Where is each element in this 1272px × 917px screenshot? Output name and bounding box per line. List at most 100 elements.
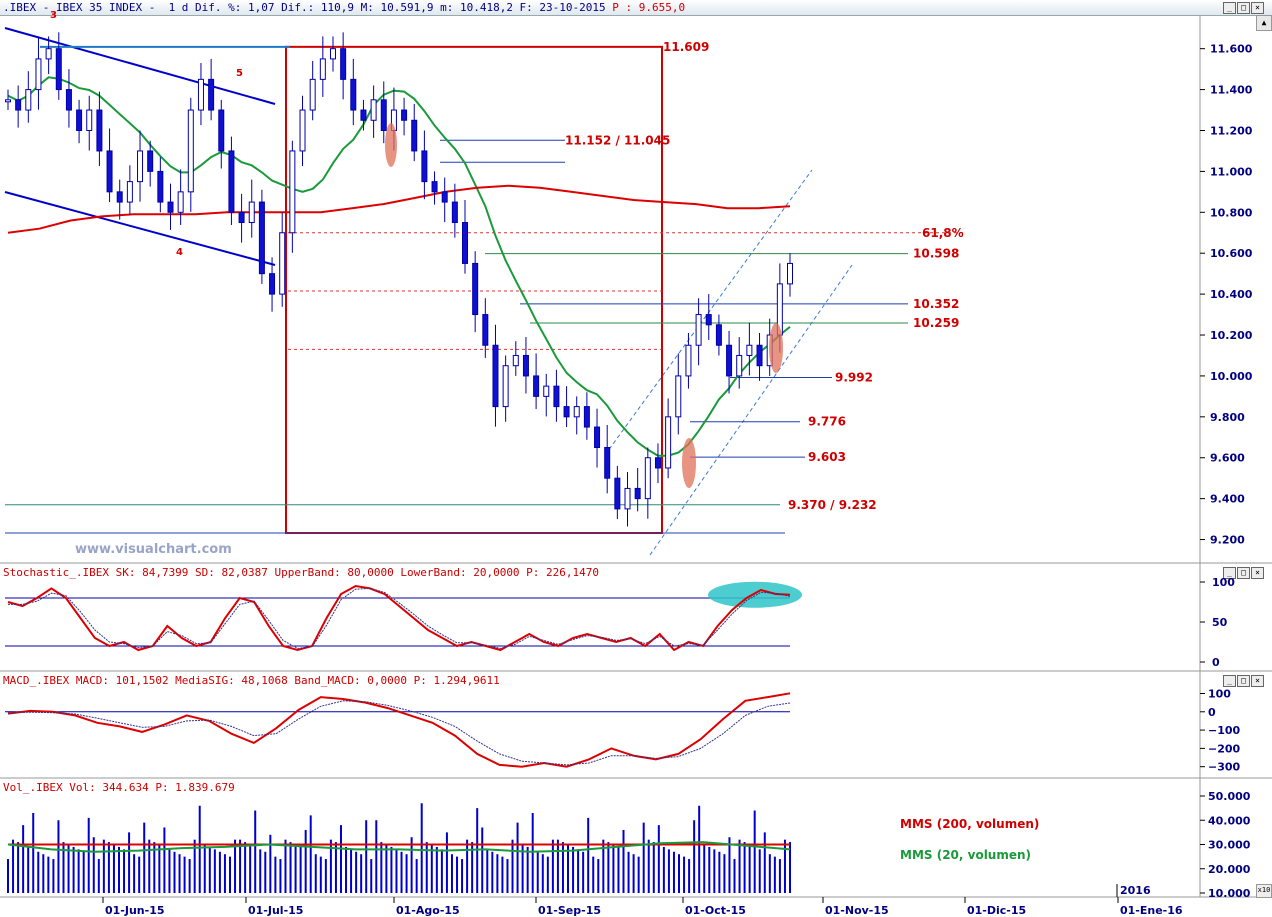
stochastic-tick-label: 0 <box>1212 656 1220 669</box>
price-tick-label: 11.200 <box>1210 124 1253 137</box>
level-label: 11.152 / 11.045 <box>565 133 670 147</box>
candle-body <box>45 48 52 60</box>
candle-body <box>502 365 509 408</box>
candle-body <box>350 78 357 111</box>
stochastic-minimize-button[interactable]: _ <box>1223 567 1236 579</box>
candle-body <box>329 48 336 60</box>
price-tick-label: 9.200 <box>1210 534 1245 547</box>
candle-body <box>25 89 32 111</box>
highlight-ellipse <box>385 123 397 167</box>
upper-channel-line <box>4 27 276 105</box>
volume-tick-label: 50.000 <box>1208 790 1251 803</box>
stochastic-title: Stochastic_.IBEX SK: 84,7399 SD: 82,0387… <box>3 566 600 579</box>
candle-body <box>157 170 164 203</box>
maximize-button[interactable]: □ <box>1237 2 1250 14</box>
candle-body <box>451 201 458 224</box>
candle-body <box>309 78 316 111</box>
macd-tick-label: −100 <box>1208 724 1241 737</box>
macd-minimize-button[interactable]: _ <box>1223 675 1236 687</box>
candle-body <box>197 78 204 111</box>
candle-body <box>441 191 448 203</box>
price-header-text: .IBEX - IBEX 35 INDEX - 1 d Dif. %: 1,07… <box>3 1 686 14</box>
candle-body <box>258 201 265 275</box>
volume-title: Vol_.IBEX Vol: 344.634 P: 1.839.679 <box>3 781 235 794</box>
candle-body <box>167 201 174 213</box>
rising-channel-lower <box>649 264 853 556</box>
candle-body <box>238 211 245 224</box>
stochastic-sk-line <box>7 584 791 652</box>
candle-body <box>116 191 123 203</box>
candle-body <box>787 262 793 285</box>
candle-body <box>553 385 560 408</box>
level-label: 11.609 <box>663 40 709 54</box>
candle-body <box>726 344 733 377</box>
price-tick-label: 10.800 <box>1210 206 1253 219</box>
price-panel-header: .IBEX - IBEX 35 INDEX - 1 d Dif. %: 1,07… <box>0 0 1272 16</box>
macd-close-button[interactable]: × <box>1251 675 1264 687</box>
price-tick-label: 11.000 <box>1210 165 1253 178</box>
candle-body <box>543 385 550 397</box>
candle-body <box>269 273 276 295</box>
candle-body <box>411 119 418 152</box>
candle-body <box>665 416 672 469</box>
stochastic-sd-line <box>8 587 791 649</box>
candle-body <box>380 99 387 131</box>
stochastic-close-button[interactable]: × <box>1251 567 1264 579</box>
highlight-ellipse <box>769 323 783 373</box>
date-tick-label: 01-Dic-15 <box>967 904 1026 917</box>
candle-body <box>106 150 113 193</box>
macd-line <box>7 692 791 768</box>
level-label: 9.776 <box>808 415 846 429</box>
candle-body <box>563 406 570 418</box>
price-tick-label: 10.200 <box>1210 329 1253 342</box>
price-tick-label: 10.600 <box>1210 247 1253 260</box>
macd-panel-header: MACD_.IBEX MACD: 101,1502 MediaSIG: 48,1… <box>0 673 1272 687</box>
watermark: www.visualchart.com <box>75 542 232 557</box>
level-label: 9.370 / 9.232 <box>788 498 877 512</box>
date-tick-label: 01-Jul-15 <box>248 904 303 917</box>
lower-channel-line <box>4 191 276 266</box>
zoom-x10-button[interactable]: x10 <box>1256 884 1272 898</box>
candle-body <box>594 426 601 449</box>
date-tick-label: 01-Ene-16 <box>1120 904 1183 917</box>
candle-body <box>279 232 286 295</box>
candle-body <box>340 48 347 80</box>
volume-mms20-line <box>7 841 791 853</box>
candle-body <box>736 354 743 377</box>
close-button[interactable]: × <box>1251 2 1264 14</box>
candle-body <box>177 191 184 213</box>
stochastic-tick-label: 100 <box>1212 576 1235 589</box>
candle-body <box>15 99 22 111</box>
price-tick-label: 10.400 <box>1210 288 1253 301</box>
candle-body <box>55 48 62 91</box>
volume-tick-label: 40.000 <box>1208 814 1251 827</box>
candle-body <box>65 89 72 111</box>
price-tick-label: 11.600 <box>1210 43 1253 56</box>
macd-panel <box>5 692 791 768</box>
candle-body <box>35 58 42 91</box>
macd-signal-line <box>7 700 791 766</box>
candle-body <box>695 314 702 346</box>
axis-labels: 11.600 11.400 11.200 11.000 10.800 10.600 10.4… <box>102 43 1253 917</box>
candle-body <box>370 99 377 121</box>
candle-body <box>299 109 306 152</box>
price-panel: 11.609 11.152 / 11.045 61,8% 10.598 10.352 10… <box>4 10 965 556</box>
minimize-button[interactable]: _ <box>1223 2 1236 14</box>
candle-body <box>492 344 499 408</box>
candle-body <box>228 150 235 213</box>
wave-label: 5 <box>236 68 243 79</box>
candle-body <box>126 181 133 203</box>
stochastic-panel <box>5 581 802 652</box>
volume-panel-header: Vol_.IBEX Vol: 344.634 P: 1.839.679 <box>0 780 1272 794</box>
price-tick-label: 9.800 <box>1210 411 1245 424</box>
wave-label: 4 <box>176 247 183 258</box>
macd-tick-label: −200 <box>1208 742 1241 755</box>
candle-body <box>583 406 590 428</box>
candle-body <box>137 150 144 183</box>
stochastic-maximize-button[interactable]: □ <box>1237 567 1250 579</box>
scroll-up-icon[interactable]: ▲ <box>1256 15 1272 31</box>
candle-body <box>96 109 103 152</box>
macd-maximize-button[interactable]: □ <box>1237 675 1250 687</box>
candle-body <box>675 375 682 418</box>
